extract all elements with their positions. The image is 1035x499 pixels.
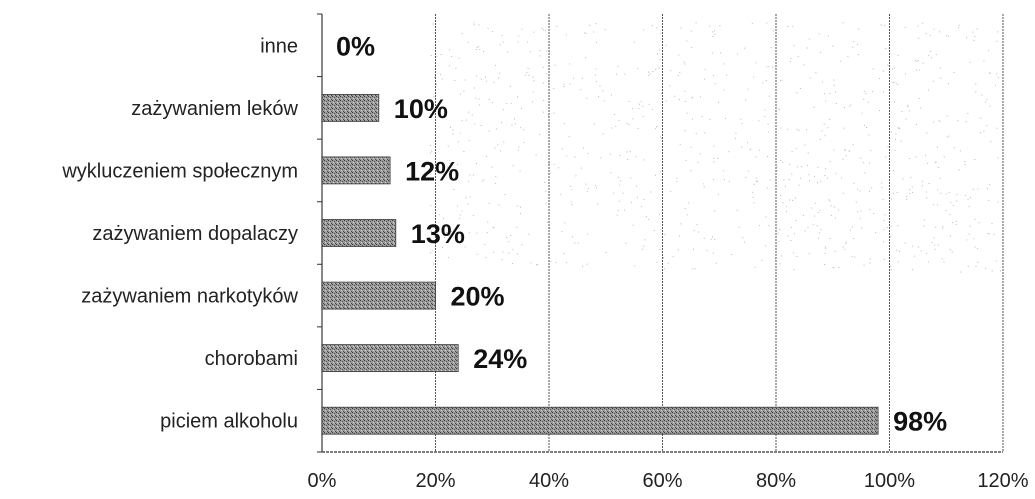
x-tick-label: 60%	[642, 470, 682, 492]
bar-5	[321, 344, 459, 373]
x-tick-label: 40%	[529, 470, 569, 492]
x-tick-label: 20%	[415, 470, 455, 492]
data-label: 24%	[473, 344, 527, 374]
category-label: zażywaniem narkotyków	[81, 286, 298, 308]
category-label: inne	[260, 35, 298, 57]
category-label: zażywaniem leków	[131, 98, 298, 120]
bar-3	[321, 219, 397, 247]
data-label: 12%	[405, 156, 459, 186]
data-label: 20%	[451, 282, 505, 312]
gridlines	[317, 13, 1004, 453]
background-texture	[430, 22, 1001, 273]
category-label: zażywaniem dopalaczy	[92, 223, 298, 245]
labels: 0% 20% 40% 60% 80% 100% 120% inne 0% zażywaniem l…	[61, 31, 1028, 492]
bar-4	[321, 281, 436, 310]
x-tick-label: 100%	[864, 470, 915, 492]
data-label: 13%	[411, 219, 465, 249]
bars	[321, 94, 879, 435]
x-tick-label: 120%	[977, 470, 1028, 492]
bar-6	[321, 406, 879, 435]
data-label: 0%	[336, 31, 375, 61]
category-label: chorobami	[205, 348, 298, 370]
bar-2	[321, 156, 391, 185]
bar-1	[321, 94, 380, 122]
data-label: 10%	[394, 94, 448, 124]
category-label: piciem alkoholu	[160, 411, 298, 433]
x-tick-label: 80%	[756, 470, 796, 492]
x-tick-label: 0%	[308, 470, 337, 492]
data-label: 98%	[893, 407, 947, 437]
category-label: wykluczeniem społecznym	[61, 160, 298, 182]
